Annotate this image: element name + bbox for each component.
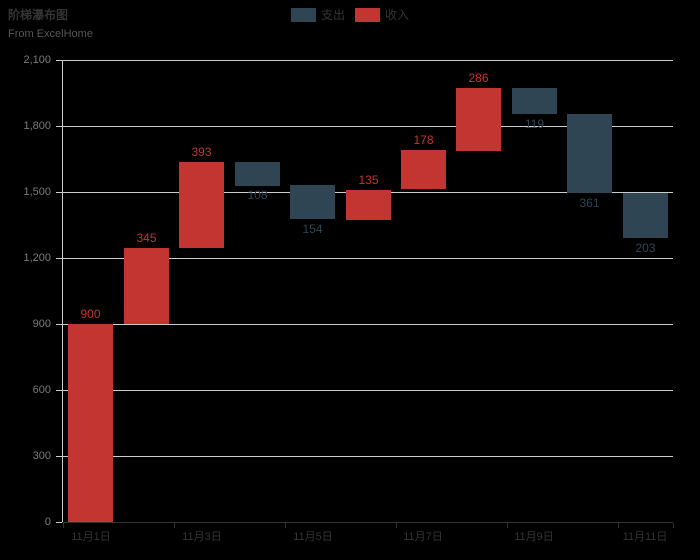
- bar-value-label: 361: [579, 196, 600, 210]
- income-bar[interactable]: [401, 150, 446, 189]
- income-bar[interactable]: [124, 248, 169, 324]
- x-axis-tick: [507, 523, 508, 528]
- x-axis-label: 11月9日: [514, 531, 554, 543]
- bar-value-label: 119: [524, 117, 545, 131]
- income-legend-swatch: [355, 8, 380, 22]
- y-axis-label: 600: [32, 384, 51, 396]
- legend-label-expense: 支出: [320, 8, 345, 22]
- bar-value-label: 286: [468, 71, 489, 85]
- expense-bar[interactable]: [235, 162, 280, 186]
- y-axis-label: 900: [32, 318, 51, 330]
- x-axis-line: [62, 522, 673, 523]
- legend-item-expense[interactable]: 支出: [290, 8, 345, 22]
- x-axis-label: 11月3日: [182, 531, 222, 543]
- bar-value-label: 108: [247, 188, 268, 202]
- expense-legend-swatch: [290, 8, 316, 22]
- bar-value-label: 154: [302, 222, 323, 236]
- grid-line: [63, 258, 673, 259]
- y-axis-label: 300: [32, 450, 51, 462]
- expense-bar[interactable]: [290, 185, 335, 219]
- expense-bar[interactable]: [512, 88, 557, 114]
- x-axis-label: 11月1日: [71, 531, 111, 543]
- y-axis-tick: [56, 324, 62, 325]
- income-bar[interactable]: [346, 190, 391, 220]
- chart-title: 阶梯瀑布图: [8, 8, 69, 22]
- grid-line: [63, 324, 673, 325]
- x-axis-tick: [396, 523, 397, 528]
- y-axis-label: 2,100: [23, 54, 51, 66]
- x-axis-label: 11月5日: [293, 531, 333, 543]
- expense-bar[interactable]: [623, 193, 668, 238]
- x-axis-tick: [618, 523, 619, 528]
- x-axis-label: 11月11日: [622, 531, 668, 543]
- x-axis-label: 11月7日: [403, 531, 443, 543]
- income-bar[interactable]: [179, 162, 224, 248]
- y-axis-tick: [56, 126, 62, 127]
- y-axis-line: [62, 60, 63, 522]
- bar-value-label: 178: [413, 133, 434, 147]
- y-axis-label: 1,500: [23, 186, 51, 198]
- x-axis-tick: [63, 523, 64, 528]
- y-axis-tick: [56, 456, 62, 457]
- bar-value-label: 135: [358, 173, 379, 187]
- grid-line: [63, 456, 673, 457]
- grid-line: [63, 126, 673, 127]
- y-axis-tick: [56, 192, 62, 193]
- bar-value-label: 345: [136, 231, 157, 245]
- y-axis-label: 0: [44, 516, 51, 528]
- y-axis-tick: [56, 390, 62, 391]
- expense-bar[interactable]: [567, 114, 612, 193]
- y-axis-label: 1,200: [23, 252, 51, 264]
- y-axis-label: 1,800: [23, 120, 51, 132]
- legend-label-income: 收入: [385, 8, 410, 22]
- income-bar[interactable]: [68, 324, 113, 522]
- x-axis-tick: [285, 523, 286, 528]
- chart-subtitle: From ExcelHome: [8, 28, 93, 40]
- x-axis-tick: [174, 523, 175, 528]
- legend-item-income[interactable]: 收入: [355, 8, 409, 22]
- bar-value-label: 203: [635, 241, 656, 255]
- x-axis-tick: [673, 523, 674, 528]
- y-axis-tick: [56, 522, 62, 523]
- grid-line: [63, 60, 673, 61]
- legend: 支出 收入: [0, 8, 700, 22]
- y-axis-tick: [56, 60, 62, 61]
- bar-value-label: 900: [80, 307, 101, 321]
- income-bar[interactable]: [456, 88, 501, 151]
- bar-value-label: 393: [191, 145, 212, 159]
- grid-line: [63, 390, 673, 391]
- y-axis-tick: [56, 258, 62, 259]
